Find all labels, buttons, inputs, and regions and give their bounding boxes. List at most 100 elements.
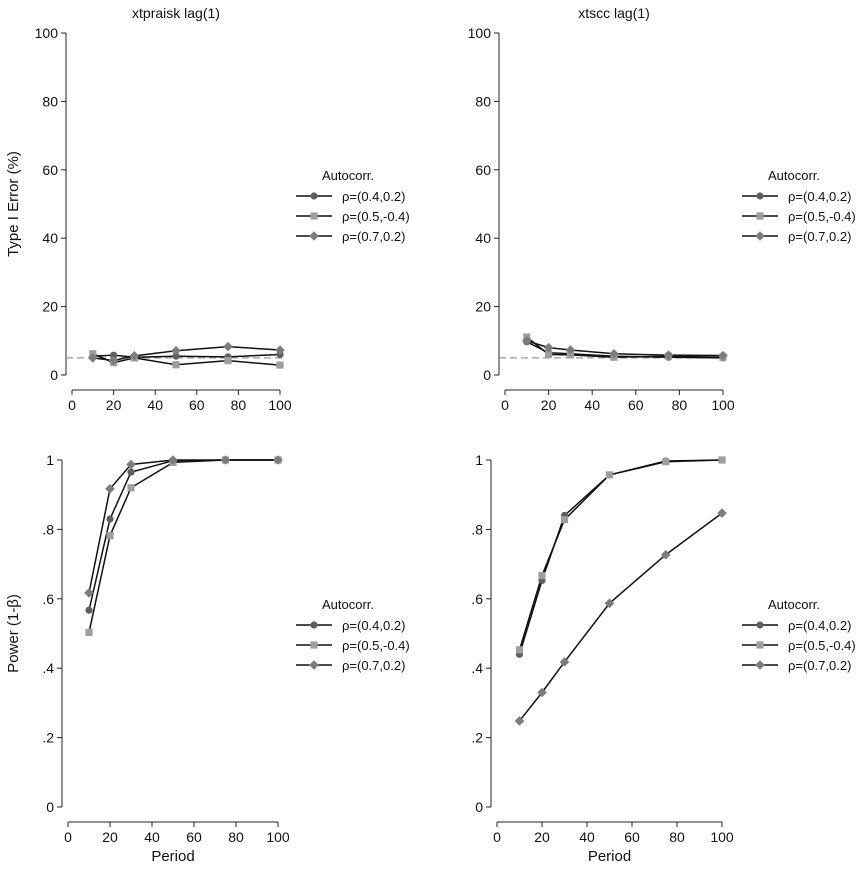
panel-2-y-tick-label: 80	[475, 93, 491, 109]
panel-1-x-tick-label: 60	[189, 397, 205, 413]
panel-3-x-axis-label: Period	[151, 848, 194, 865]
panel-2-x-tick-label: 60	[628, 397, 644, 413]
panel-4-series-3-point	[537, 687, 547, 698]
panel-4-legend-label-1: ρ=(0.4,0.2)	[788, 618, 851, 633]
panel-2-y-tick-label: 60	[475, 162, 491, 178]
panel-4-y-tick-label: .6	[471, 591, 483, 607]
panel-3-x-tick-label: 40	[144, 829, 160, 845]
panel-4-legend-title: Autocorr.	[768, 597, 820, 612]
panel-4-series-2-point	[605, 471, 614, 479]
panel-4-series-3-point	[514, 716, 525, 726]
panel-3-legend-label-2: ρ=(0.5,-0.4)	[342, 638, 410, 653]
panel-3-y-tick-label: .4	[42, 660, 54, 676]
panel-3-series-line-3	[88, 459, 278, 594]
panel-2-x-tick-label: 80	[672, 397, 688, 413]
panel-1-series-3-point	[108, 355, 119, 366]
panel-4-x-axis-label: Period	[588, 848, 631, 865]
panel-1-series-2-point	[276, 361, 284, 369]
panel-1-y-tick-label: 40	[42, 230, 58, 246]
panel-2-x-tick-label: 40	[584, 397, 600, 413]
panel-3-series-3-point	[84, 588, 94, 598]
panel-4-series-2-point	[718, 456, 726, 464]
panel-3-series-1-point	[106, 515, 114, 523]
panel-2-series-3-point	[663, 350, 674, 360]
panel-4-series-2-point	[515, 646, 524, 654]
panel-3-x-tick-label: 20	[102, 829, 118, 845]
panel-3-series-3-point	[220, 455, 231, 465]
panel-4-series-3-point	[660, 549, 671, 560]
panel-4-legend-marker-3	[755, 660, 765, 670]
panel-4-y-tick-label: 0	[475, 799, 483, 815]
panel-1-y-tick-label: 60	[42, 162, 58, 178]
panel-4-series-line-3	[518, 512, 723, 722]
panel-1-series-3-point	[171, 345, 181, 356]
panel-4-x-tick-label: 60	[624, 829, 640, 845]
panel-1-x-tick-label: 80	[231, 397, 247, 413]
panel-4-legend-label-2: ρ=(0.5,-0.4)	[788, 638, 856, 653]
panel-3-series-line-1	[88, 459, 278, 611]
panel-3-y-tick-label: .8	[42, 521, 54, 537]
panel-2-y-tick-label: 40	[475, 230, 491, 246]
panel-3-y-axis-label: Power (1-β)	[5, 594, 22, 673]
panel-2-series-3-point	[543, 342, 554, 353]
panel-2-y-tick-label: 100	[468, 25, 492, 41]
panel-2-x-tick-label: 20	[541, 397, 557, 413]
panel-3-x-tick-label: 80	[228, 829, 244, 845]
panel-1-series-3-point	[223, 341, 233, 352]
panel-2-legend-label-3: ρ=(0.7,0.2)	[788, 229, 851, 244]
panel-1-legend-marker-2	[310, 212, 318, 220]
panel-2-series-line-2	[526, 336, 724, 358]
panel-1-x-tick-label: 100	[268, 397, 292, 413]
panel-1-x-tick-label: 40	[147, 397, 163, 413]
panel-1-y-tick-label: 20	[42, 299, 58, 315]
panel-3-legend-marker-3	[309, 660, 319, 670]
panel-4-legend-label-3: ρ=(0.7,0.2)	[788, 658, 851, 673]
panel-1-y-axis-label: Type I Error (%)	[5, 151, 22, 257]
panel-2-series-3-point	[609, 348, 619, 359]
panel-2-series-3-point	[718, 350, 728, 361]
panel-2-title: xtscc lag(1)	[578, 5, 650, 21]
panel-4-series-3-point	[604, 598, 615, 609]
panel-2-legend-marker-3	[755, 231, 765, 241]
panel-4-x-tick-label: 40	[579, 829, 595, 845]
panel-1-series-line-1	[92, 353, 281, 358]
panel-3-legend-marker-2	[310, 641, 318, 649]
panel-1-series-3-point	[129, 351, 140, 361]
panel-3-y-tick-label: 0	[46, 799, 54, 815]
panel-4-series-3-point	[559, 657, 570, 667]
panel-1-title: xtpraisk lag(1)	[132, 5, 220, 21]
panel-3-series-1-point	[127, 468, 135, 476]
panel-1-x-tick-label: 20	[106, 397, 122, 413]
panel-4-legend-marker-1	[756, 621, 764, 629]
panel-3-series-line-2	[88, 459, 278, 633]
panel-3-legend-label-3: ρ=(0.7,0.2)	[342, 658, 405, 673]
panel-3-series-2-point	[85, 628, 93, 637]
panel-3-legend-marker-1	[310, 621, 318, 629]
panel-3-x-tick-label: 0	[64, 829, 72, 845]
panel-3-series-3-point	[105, 484, 115, 494]
panel-3-y-tick-label: .2	[42, 730, 54, 746]
panel-4-y-tick-label: .4	[471, 660, 483, 676]
panel-2-x-tick-label: 0	[501, 397, 509, 413]
panel-2-legend-label-2: ρ=(0.5,-0.4)	[788, 209, 856, 224]
panel-1-series-3-point	[88, 353, 98, 363]
panel-2-series-3-point	[522, 336, 532, 346]
panel-1-x-tick-label: 0	[68, 397, 76, 413]
panel-1-legend-title: Autocorr.	[322, 168, 374, 183]
panel-1-legend-label-2: ρ=(0.5,-0.4)	[342, 209, 410, 224]
panel-3-series-2-point	[106, 532, 114, 540]
panel-3-legend-label-1: ρ=(0.4,0.2)	[342, 618, 405, 633]
panel-2-y-tick-label: 20	[475, 299, 491, 315]
panel-3-series-3-point	[273, 455, 283, 465]
panel-4-series-2-point	[662, 458, 670, 466]
panel-3-y-tick-label: 1	[46, 452, 54, 468]
panel-1-legend-marker-1	[310, 192, 318, 200]
panel-3-legend-title: Autocorr.	[322, 597, 374, 612]
panel-4-legend-marker-2	[756, 641, 764, 649]
panel-1-series-2-point	[224, 357, 232, 365]
panel-1-series-1-point	[172, 352, 180, 360]
panel-4-y-tick-label: 1	[475, 452, 483, 468]
panel-3-series-1-point	[85, 606, 93, 614]
panel-2-x-tick-label: 100	[711, 397, 735, 413]
